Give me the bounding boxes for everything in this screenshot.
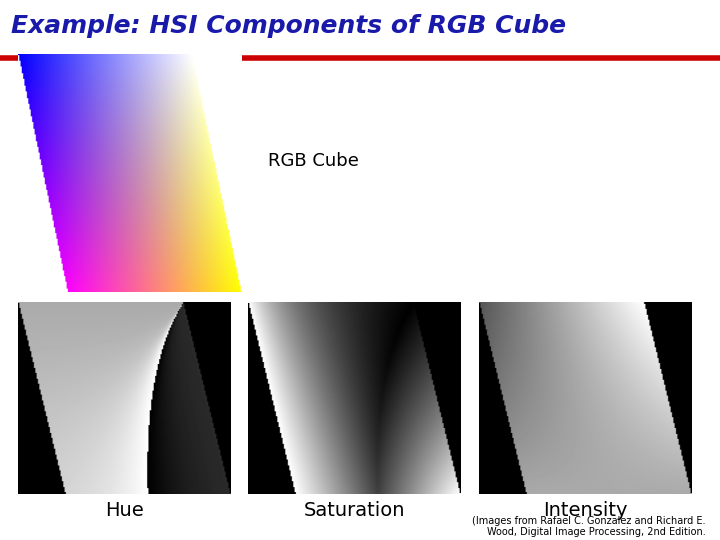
Text: RGB Cube: RGB Cube bbox=[268, 152, 359, 170]
Text: Saturation: Saturation bbox=[304, 501, 405, 520]
Text: Intensity: Intensity bbox=[543, 501, 627, 520]
Text: Example: HSI Components of RGB Cube: Example: HSI Components of RGB Cube bbox=[11, 14, 566, 38]
Text: (Images from Rafael C. Gonzalez and Richard E.
Wood, Digital Image Processing, 2: (Images from Rafael C. Gonzalez and Rich… bbox=[472, 516, 706, 537]
Text: Hue: Hue bbox=[105, 501, 143, 520]
